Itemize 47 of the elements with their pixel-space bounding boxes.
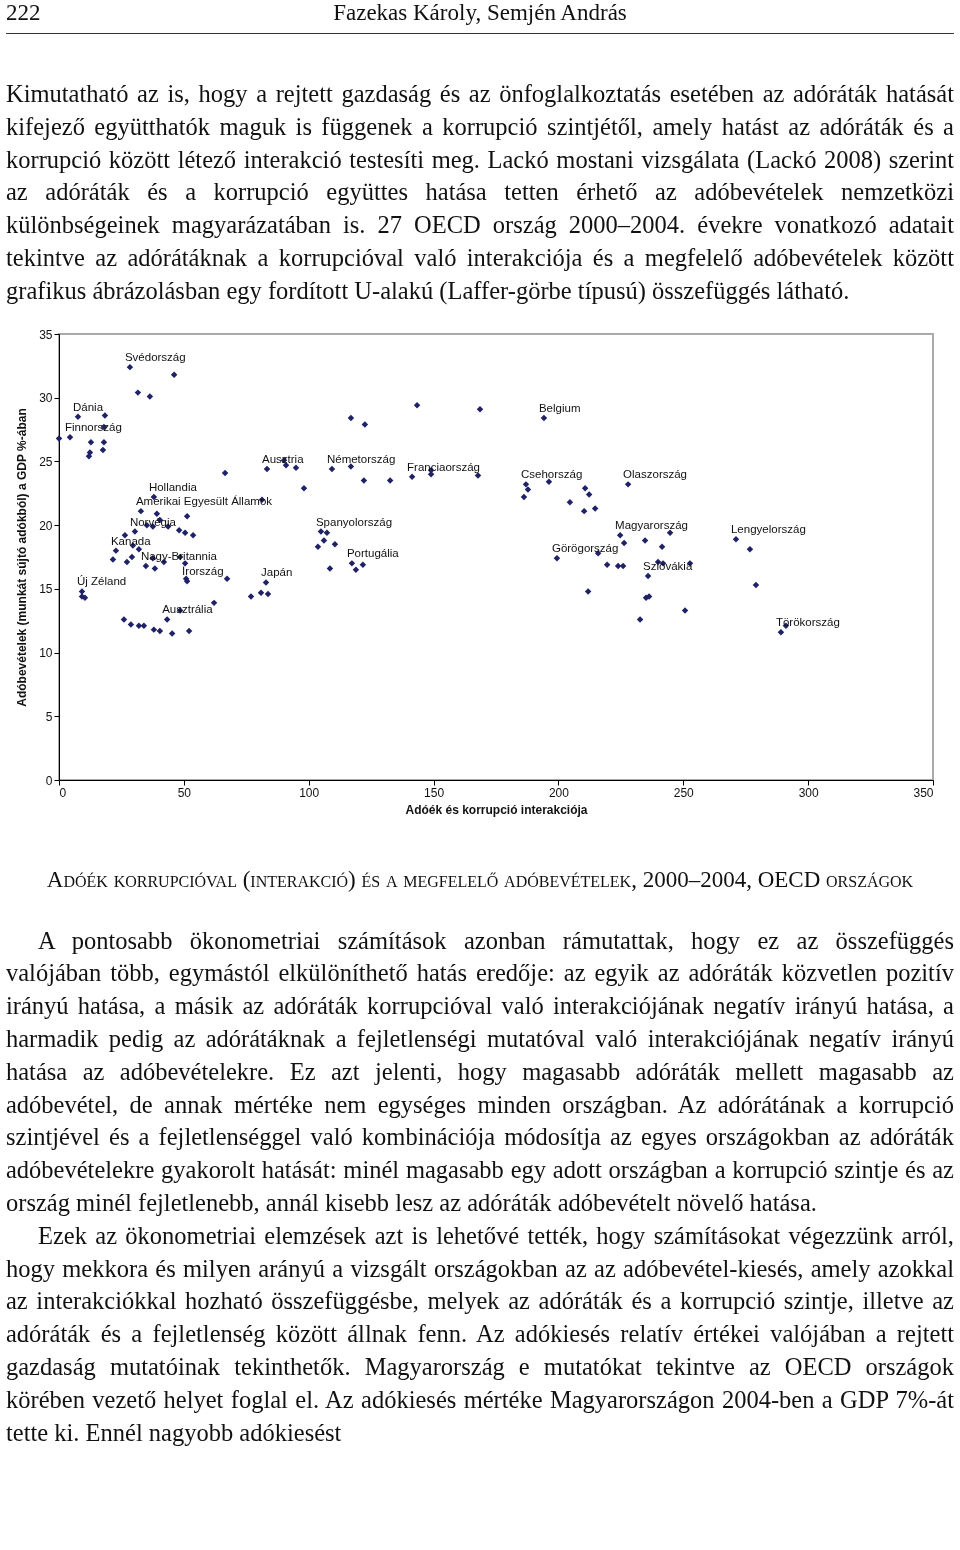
y-tick-label: 35: [39, 327, 53, 342]
text: Fazekas Károly, Semjén András: [333, 0, 627, 25]
text: A pontosabb ökonometriai számítások azonban rámutattak, hogy ez az összefüggés valójában több, egymástól elkülöníthető hatás eredője: az egyik az adóráták közvetlen pozitív irányú hatása, a másik az adóráták korrupcióval való interakciójának negatív irányú hatása, a harmadik pedig az adórátáknak a fejletlenségi mutatóval való interakciójának negatív irányú hatása az adóbevételekre. Ez azt jelenti, hogy magasabb adóráták mellett magasabb az adóbevétel, de annak mértéke nem egységes minden országban. Az adórátának a korrupció szintjével és a fejletlenséggel való kombinációja módosítja az egyes országokban az adóráták adóbevételekre gyakorolt hatását: minél magasabb egy adott országban a korrupció szintje és az ország minél fejletlenebb, annál kisebb lesz az adóráták adóbevételt növelő hatása.: [6, 926, 954, 1216]
annotation: Törökország: [775, 615, 840, 628]
x-tick-label: 0: [59, 785, 67, 800]
x-tick-label: 150: [424, 785, 445, 800]
annotation: Írország: [182, 564, 224, 577]
y-tick-label: 10: [39, 645, 53, 660]
annotation: Szlovákia: [643, 559, 693, 572]
annotation: Görögország: [551, 541, 619, 554]
x-tick-label: 350: [913, 785, 934, 800]
annotation: Olaszország: [623, 467, 688, 480]
y-tick-label: 25: [39, 454, 53, 469]
text: 222: [6, 0, 41, 26]
annotation: Ausztria: [262, 452, 305, 465]
x-tick-label: 50: [177, 785, 192, 800]
text: Adóék korrupcióval (interakció) és a megfelelő adóbevételek, 2000–2004, OECD országok: [45, 865, 915, 894]
annotation: Portugália: [346, 546, 400, 559]
x-axis-title: Adóék és korrupció interakciója: [405, 802, 588, 817]
x-tick-label: 300: [798, 785, 819, 800]
annotation: Németország: [326, 452, 396, 465]
annotation: Dánia: [72, 400, 104, 413]
annotation: Lengyelország: [730, 522, 806, 535]
x-tick-label: 250: [673, 785, 695, 800]
annotation: Svédország: [124, 350, 186, 363]
annotation: Japán: [261, 566, 293, 579]
annotation: Nagy-Britannia: [140, 549, 218, 562]
annotation: Csehország: [520, 467, 583, 480]
annotation: Új Zéland: [76, 574, 127, 587]
annotation: Belgium: [538, 401, 581, 414]
annotation: Kanada: [110, 534, 152, 547]
annotation: Spanyolország: [315, 515, 393, 528]
text: Kimutatható az is, hogy a rejtett gazdaság és az önfoglalkoztatás esetében az adóráták hatását kifejező együtthatók maguk is függenek a korrupció szintjétől, amely hatást az adóráták és a korrupció között létező interakció testesíti meg. Lackó mostani vizsgálata (Lackó 2008) szerint az adóráták és a korrupció együttes hatása tetten érhető az adóbevételek nemzetközi különbségeinek magyarázatában is. 27 OECD ország 2000–2004. évekre vonatkozó adatait tekintve az adórátáknak a korrupcióval való interakciója és a megfelelő adóbevételek között grafikus ábrázolásban egy fordított U-alakú (Laffer-görbe típusú) összefüggés látható.: [6, 79, 954, 307]
annotation: Amerikai Egyesült Államok: [135, 494, 273, 507]
y-tick-label: 20: [39, 518, 53, 533]
y-tick-label: 5: [45, 709, 53, 724]
y-tick-label: 15: [39, 581, 53, 596]
y-axis-title: Adóbevételek (munkát sújtó adókból) a GDP %-ában: [15, 407, 30, 707]
y-tick-label: 30: [39, 390, 53, 405]
annotation: Ausztrália: [162, 603, 214, 616]
x-tick-label: 200: [548, 785, 570, 800]
annotation: Hollandia: [148, 480, 198, 493]
x-tick-label: 100: [299, 785, 320, 800]
annotation: Franciaország: [407, 460, 480, 473]
text: Ezek az ökonometriai elemzések azt is lehetővé tették, hogy számításokat végezzünk arról, hogy mekkora és milyen arányú a vizsgált országokban az az adóbevétel-kiesés, amely azokkal az interakciókkal hozható összefüggésbe, melyek az adóráták és a korrupció szintje, illetve az adóráták és a fejletlenség között állnak fenn. Az adókiesés relatív értékei valójában a rejtett gazdaság mutatóinak tekinthetők. Magyarország e mutatókat tekintve az OECD országok körében vezető helyet foglal el. Az adókiesés mértéke Magyarországon 2004-ben a GDP 7%-át tette ki. Ennél nagyobb adókiesést: [6, 1220, 954, 1448]
annotation: Magyarország: [615, 518, 688, 531]
y-tick-label: 0: [45, 773, 53, 788]
